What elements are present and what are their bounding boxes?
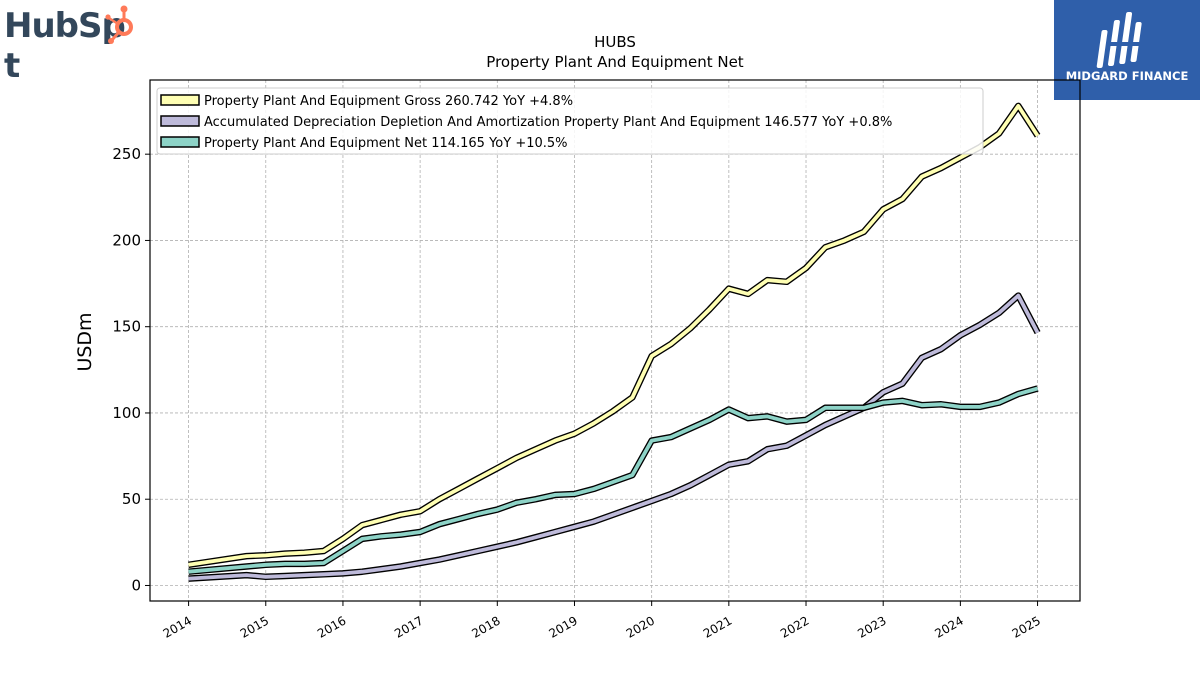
x-tick-label: 2025 bbox=[1010, 613, 1043, 640]
y-tick-label: 200 bbox=[112, 231, 141, 249]
x-tick-label: 2017 bbox=[392, 613, 425, 640]
x-tick-label: 2023 bbox=[855, 613, 888, 640]
series-line-1 bbox=[188, 292, 1041, 582]
series-line-stroke bbox=[188, 386, 1039, 574]
legend-label: Property Plant And Equipment Net 114.165… bbox=[204, 136, 568, 151]
x-tick-label: 2020 bbox=[624, 613, 657, 640]
legend-swatch bbox=[160, 94, 200, 106]
x-tick-label: 2021 bbox=[701, 613, 734, 640]
x-tick-label: 2014 bbox=[161, 613, 194, 640]
legend-swatch bbox=[160, 115, 200, 127]
y-axis-label: USDm bbox=[74, 312, 96, 371]
plot-area-frame bbox=[149, 79, 1081, 602]
legend: Property Plant And Equipment Gross 260.7… bbox=[156, 87, 984, 155]
chart-title: HUBS bbox=[594, 33, 636, 51]
series-line-0 bbox=[188, 102, 1041, 569]
chart-subtitle: Property Plant And Equipment Net bbox=[486, 53, 744, 71]
x-tick-label: 2019 bbox=[547, 613, 580, 640]
x-tick-label: 2015 bbox=[238, 613, 271, 640]
legend-label: Property Plant And Equipment Gross 260.7… bbox=[204, 94, 573, 109]
series-line-2 bbox=[188, 385, 1039, 575]
series-line-stroke bbox=[188, 104, 1040, 567]
midgard-finance-logo-text: MIDGARD FINANCE bbox=[1065, 69, 1189, 83]
series-line-stroke bbox=[188, 293, 1040, 581]
midgard-emblem-icon bbox=[1096, 12, 1144, 68]
series-line-outline bbox=[188, 102, 1041, 569]
y-tick-label: 100 bbox=[112, 404, 141, 422]
legend-box bbox=[156, 87, 984, 155]
legend-label: Accumulated Depreciation Depletion And A… bbox=[204, 115, 892, 130]
grid-lines bbox=[150, 80, 1080, 601]
legend-swatch bbox=[160, 136, 200, 148]
y-tick-label: 0 bbox=[131, 576, 141, 594]
x-tick-label: 2016 bbox=[315, 613, 348, 640]
series-line-outline bbox=[188, 292, 1041, 582]
sprocket-icon bbox=[105, 5, 133, 44]
x-tick-label: 2018 bbox=[469, 613, 502, 640]
x-tick-label: 2024 bbox=[932, 613, 965, 640]
x-tick-label: 2022 bbox=[778, 613, 811, 640]
y-tick-label: 150 bbox=[112, 318, 141, 336]
series-lines bbox=[188, 102, 1041, 582]
y-tick-label: 50 bbox=[122, 490, 141, 508]
y-tick-label: 250 bbox=[112, 145, 141, 163]
midgard-finance-logo: MIDGARD FINANCE bbox=[1054, 0, 1200, 100]
